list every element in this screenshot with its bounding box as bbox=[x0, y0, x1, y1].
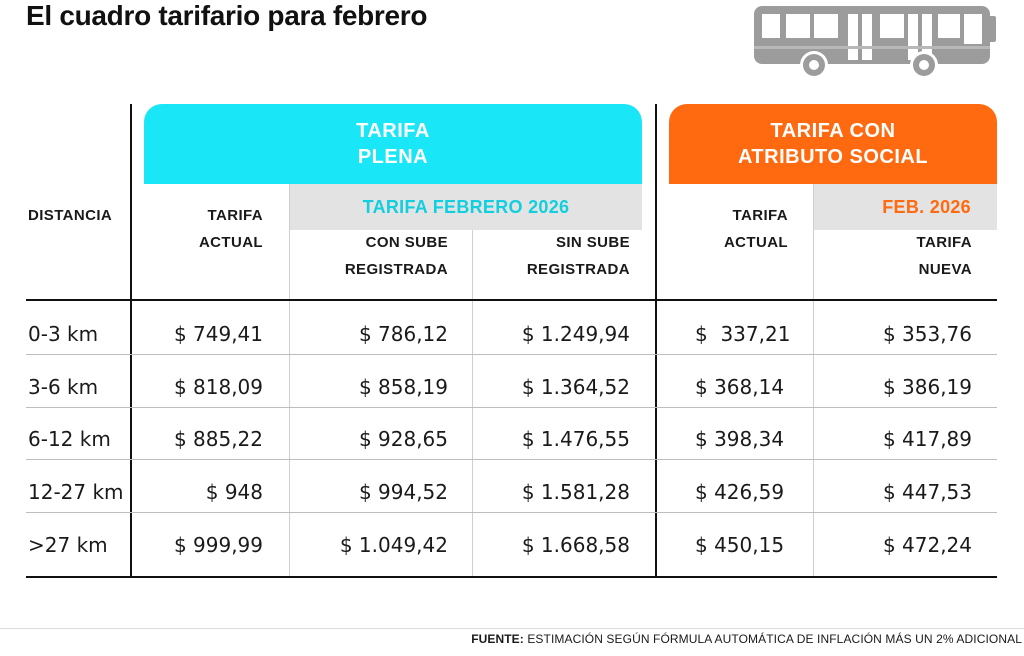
cell-distancia: 0-3 km bbox=[28, 322, 99, 346]
feb-2026-subband: FEB. 2026 bbox=[814, 184, 997, 230]
cell-actual: $ 818,09 bbox=[173, 375, 263, 399]
page-title: El cuadro tarifario para febrero bbox=[26, 0, 428, 31]
cell-con-sube: $ 858,19 bbox=[358, 375, 448, 399]
tarifa-social-band: TARIFA CON ATRIBUTO SOCIAL bbox=[669, 104, 997, 184]
tarifa-plena-band: TARIFA PLENA bbox=[144, 104, 642, 184]
row-divider bbox=[26, 512, 997, 513]
cell-actual: $ 885,22 bbox=[173, 427, 263, 451]
cell-sin-sube: $ 1.476,55 bbox=[521, 427, 630, 451]
cell-actual: $ 999,99 bbox=[173, 533, 263, 557]
cell-social-nueva: $ 447,53 bbox=[882, 480, 972, 504]
header-social-actual: TARIFA ACTUAL bbox=[723, 207, 788, 251]
cell-social-nueva: $ 386,19 bbox=[882, 375, 972, 399]
tarifa-febrero-subband: TARIFA FEBRERO 2026 bbox=[290, 184, 642, 230]
cell-sin-sube: $ 1.249,94 bbox=[521, 322, 630, 346]
cell-social-actual: $ 368,14 bbox=[695, 375, 785, 399]
divider-col2 bbox=[289, 184, 290, 578]
cell-social-nueva: $ 353,76 bbox=[882, 322, 972, 346]
cell-distancia: >27 km bbox=[28, 533, 108, 557]
cell-sin-sube: $ 1.668,58 bbox=[521, 533, 630, 557]
cell-social-actual: $ 337,21 bbox=[695, 322, 791, 346]
cell-con-sube: $ 786,12 bbox=[358, 322, 448, 346]
cell-con-sube: $ 994,52 bbox=[358, 480, 448, 504]
cell-distancia: 6-12 km bbox=[28, 427, 111, 451]
cell-con-sube: $ 1.049,42 bbox=[339, 533, 448, 557]
cell-social-nueva: $ 472,24 bbox=[882, 533, 972, 557]
tarifa-plena-line1: TARIFA bbox=[356, 120, 430, 142]
divider-left bbox=[130, 104, 132, 578]
header-distancia: DISTANCIA bbox=[28, 207, 113, 224]
cell-social-actual: $ 398,34 bbox=[695, 427, 785, 451]
tarifa-social-line2: ATRIBUTO SOCIAL bbox=[737, 146, 929, 168]
header-sin-sube: SIN SUBE REGISTRADA bbox=[526, 234, 630, 278]
cell-distancia: 12-27 km bbox=[28, 480, 124, 504]
row-divider bbox=[26, 459, 997, 460]
tarifa-plena-line2: PLENA bbox=[357, 146, 429, 168]
header-tarifa-actual: TARIFA ACTUAL bbox=[198, 207, 263, 251]
header-social-nueva: TARIFA NUEVA bbox=[916, 234, 972, 278]
divider-col3 bbox=[472, 230, 473, 578]
cell-social-actual: $ 450,15 bbox=[695, 533, 785, 557]
cell-social-nueva: $ 417,89 bbox=[882, 427, 972, 451]
cell-actual: $ 948 bbox=[205, 480, 263, 504]
divider-col5 bbox=[813, 184, 814, 578]
source-text: ESTIMACIÓN SEGÚN FÓRMULA AUTOMÁTICA DE I… bbox=[523, 632, 1022, 646]
cell-con-sube: $ 928,65 bbox=[358, 427, 448, 451]
cell-sin-sube: $ 1.581,28 bbox=[521, 480, 630, 504]
header-con-sube: CON SUBE REGISTRADA bbox=[344, 234, 448, 278]
divider-middle bbox=[655, 104, 657, 578]
cell-actual: $ 749,41 bbox=[173, 322, 263, 346]
table-header-rule bbox=[26, 299, 997, 301]
source-label: FUENTE: bbox=[471, 632, 524, 646]
cell-social-actual: $ 426,59 bbox=[695, 480, 785, 504]
source-note: FUENTE: ESTIMACIÓN SEGÚN FÓRMULA AUTOMÁT… bbox=[471, 632, 1022, 646]
row-divider bbox=[26, 407, 997, 408]
footer-rule bbox=[0, 628, 1024, 629]
bus-icon bbox=[754, 6, 996, 79]
tarifa-social-line1: TARIFA CON bbox=[770, 120, 896, 142]
cell-distancia: 3-6 km bbox=[28, 375, 99, 399]
table-bottom-rule bbox=[26, 576, 997, 578]
cell-sin-sube: $ 1.364,52 bbox=[521, 375, 630, 399]
row-divider bbox=[26, 354, 997, 355]
